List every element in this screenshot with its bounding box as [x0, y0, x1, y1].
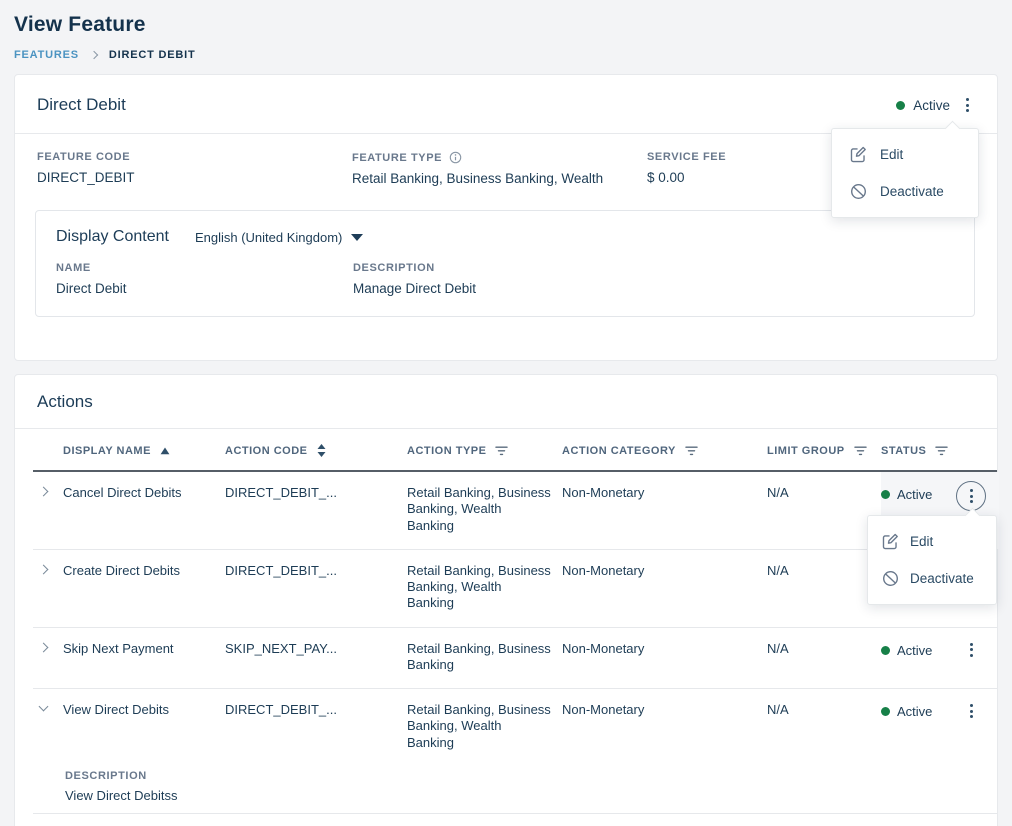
row-detail-panel: DESCRIPTION View Direct Debitss: [33, 766, 997, 813]
display-name-label: NAME: [56, 262, 353, 274]
edit-icon: [882, 533, 899, 550]
cell-action-code: DIRECT_DEBIT_...: [225, 472, 407, 549]
feature-type-field: FEATURE TYPE Retail Banking, Business Ba…: [352, 151, 647, 186]
filter-icon: [935, 446, 948, 456]
language-selector[interactable]: English (United Kingdom): [195, 230, 363, 245]
display-name-field: NAME Direct Debit: [56, 262, 353, 296]
cell-action-type: Retail Banking, Business Banking: [407, 628, 562, 689]
cell-limit-group: N/A: [767, 472, 881, 549]
deactivate-icon: [882, 570, 899, 587]
menu-item-deactivate[interactable]: Deactivate: [868, 560, 996, 597]
status-dot-icon: [881, 646, 890, 655]
collapse-row-button[interactable]: [33, 689, 63, 766]
feature-type-label: FEATURE TYPE: [352, 152, 442, 164]
status-dot-icon: [896, 101, 905, 110]
actions-title: Actions: [37, 392, 93, 412]
cell-status: Active: [881, 628, 953, 689]
breadcrumb-chevron-icon: [90, 50, 98, 58]
row-context-menu: Edit Deactivate: [867, 515, 997, 605]
info-icon[interactable]: [449, 151, 462, 164]
cell-display-name: Cancel Direct Debits: [63, 472, 225, 549]
status-dot-icon: [881, 707, 890, 716]
menu-item-deactivate[interactable]: Deactivate: [832, 173, 978, 210]
breadcrumb-features-link[interactable]: FEATURES: [14, 49, 79, 61]
column-display-name[interactable]: DISPLAY NAME: [63, 429, 225, 470]
chevron-right-icon: [38, 487, 48, 497]
feature-title: Direct Debit: [37, 95, 126, 115]
cell-action-code: DIRECT_DEBIT_...: [225, 550, 407, 627]
cell-action-category: Non-Monetary: [562, 628, 767, 689]
caret-down-icon: [351, 234, 363, 241]
cell-display-name: View Direct Debits: [63, 689, 225, 766]
table-header-row: DISPLAY NAME ACTION CODE ACTION TYPE: [33, 429, 997, 472]
filter-icon: [854, 446, 867, 456]
view-feature-page: View Feature FEATURES DIRECT DEBIT Direc…: [0, 0, 1012, 826]
menu-item-edit[interactable]: Edit: [868, 523, 996, 560]
cell-action-category: Non-Monetary: [562, 472, 767, 549]
row-kebab-menu-button[interactable]: [956, 481, 986, 511]
column-action-type[interactable]: ACTION TYPE: [407, 429, 562, 470]
feature-status-badge: Active: [896, 98, 950, 113]
sort-ascending-icon: [160, 447, 170, 455]
chevron-right-icon: [38, 564, 48, 574]
actions-card: Actions DISPLAY NAME ACTION CODE ACTION: [14, 374, 998, 826]
table-row-expanded[interactable]: View Direct Debits DIRECT_DEBIT_... Reta…: [33, 689, 997, 814]
display-description-field: DESCRIPTION Manage Direct Debit: [353, 262, 954, 296]
cell-action-type: Retail Banking, Business Banking, Wealth…: [407, 472, 562, 549]
feature-context-menu: Edit Deactivate: [831, 128, 979, 218]
breadcrumb-current: DIRECT DEBIT: [109, 49, 196, 61]
feature-kebab-menu-button[interactable]: [958, 92, 977, 118]
cell-display-name: Skip Next Payment: [63, 628, 225, 689]
feature-code-value: DIRECT_DEBIT: [37, 170, 352, 185]
table-row[interactable]: Skip Next Payment SKIP_NEXT_PAY... Retai…: [33, 628, 997, 690]
cell-limit-group: N/A: [767, 628, 881, 689]
cell-action-category: Non-Monetary: [562, 550, 767, 627]
table-row[interactable]: Create Direct Debits DIRECT_DEBIT_... Re…: [33, 550, 997, 628]
display-description-value: Manage Direct Debit: [353, 281, 954, 296]
column-status[interactable]: STATUS: [881, 429, 999, 470]
filter-icon: [495, 446, 508, 456]
column-action-category[interactable]: ACTION CATEGORY: [562, 429, 767, 470]
language-selector-value: English (United Kingdom): [195, 230, 342, 245]
edit-icon: [850, 146, 867, 163]
actions-table: DISPLAY NAME ACTION CODE ACTION TYPE: [15, 429, 997, 814]
display-description-label: DESCRIPTION: [353, 262, 954, 274]
feature-code-field: FEATURE CODE DIRECT_DEBIT: [37, 151, 352, 186]
table-row[interactable]: Cancel Direct Debits DIRECT_DEBIT_... Re…: [33, 472, 997, 550]
display-name-value: Direct Debit: [56, 281, 353, 296]
display-content-title: Display Content: [56, 228, 169, 246]
row-description-value: View Direct Debitss: [65, 788, 997, 803]
column-action-code[interactable]: ACTION CODE: [225, 429, 407, 470]
feature-card: Direct Debit Active FEATURE CODE DIRECT_…: [14, 74, 998, 361]
row-kebab-menu-button[interactable]: [962, 637, 981, 674]
cell-action-code: SKIP_NEXT_PAY...: [225, 628, 407, 689]
expand-row-button[interactable]: [33, 472, 63, 549]
breadcrumb: FEATURES DIRECT DEBIT: [14, 49, 998, 61]
cell-status: Active: [881, 689, 953, 766]
row-kebab-menu-button[interactable]: [962, 698, 981, 751]
deactivate-icon: [850, 183, 867, 200]
status-dot-icon: [881, 490, 890, 499]
cell-limit-group: N/A: [767, 689, 881, 766]
cell-display-name: Create Direct Debits: [63, 550, 225, 627]
row-description-label: DESCRIPTION: [65, 770, 997, 782]
filter-icon: [685, 446, 698, 456]
chevron-down-icon: [38, 702, 48, 712]
feature-type-value: Retail Banking, Business Banking, Wealth: [352, 171, 647, 186]
menu-item-edit[interactable]: Edit: [832, 136, 978, 173]
column-limit-group[interactable]: LIMIT GROUP: [767, 429, 881, 470]
chevron-right-icon: [38, 642, 48, 652]
page-title: View Feature: [14, 0, 998, 37]
sort-both-icon: [317, 444, 326, 457]
display-content-card: Display Content English (United Kingdom)…: [35, 210, 975, 317]
feature-code-label: FEATURE CODE: [37, 151, 352, 163]
cell-limit-group: N/A: [767, 550, 881, 627]
feature-status-label: Active: [913, 98, 950, 113]
cell-action-code: DIRECT_DEBIT_...: [225, 689, 407, 766]
cell-action-type: Retail Banking, Business Banking, Wealth…: [407, 550, 562, 627]
expand-row-button[interactable]: [33, 550, 63, 627]
cell-action-type: Retail Banking, Business Banking, Wealth…: [407, 689, 562, 766]
expand-row-button[interactable]: [33, 628, 63, 689]
cell-action-category: Non-Monetary: [562, 689, 767, 766]
